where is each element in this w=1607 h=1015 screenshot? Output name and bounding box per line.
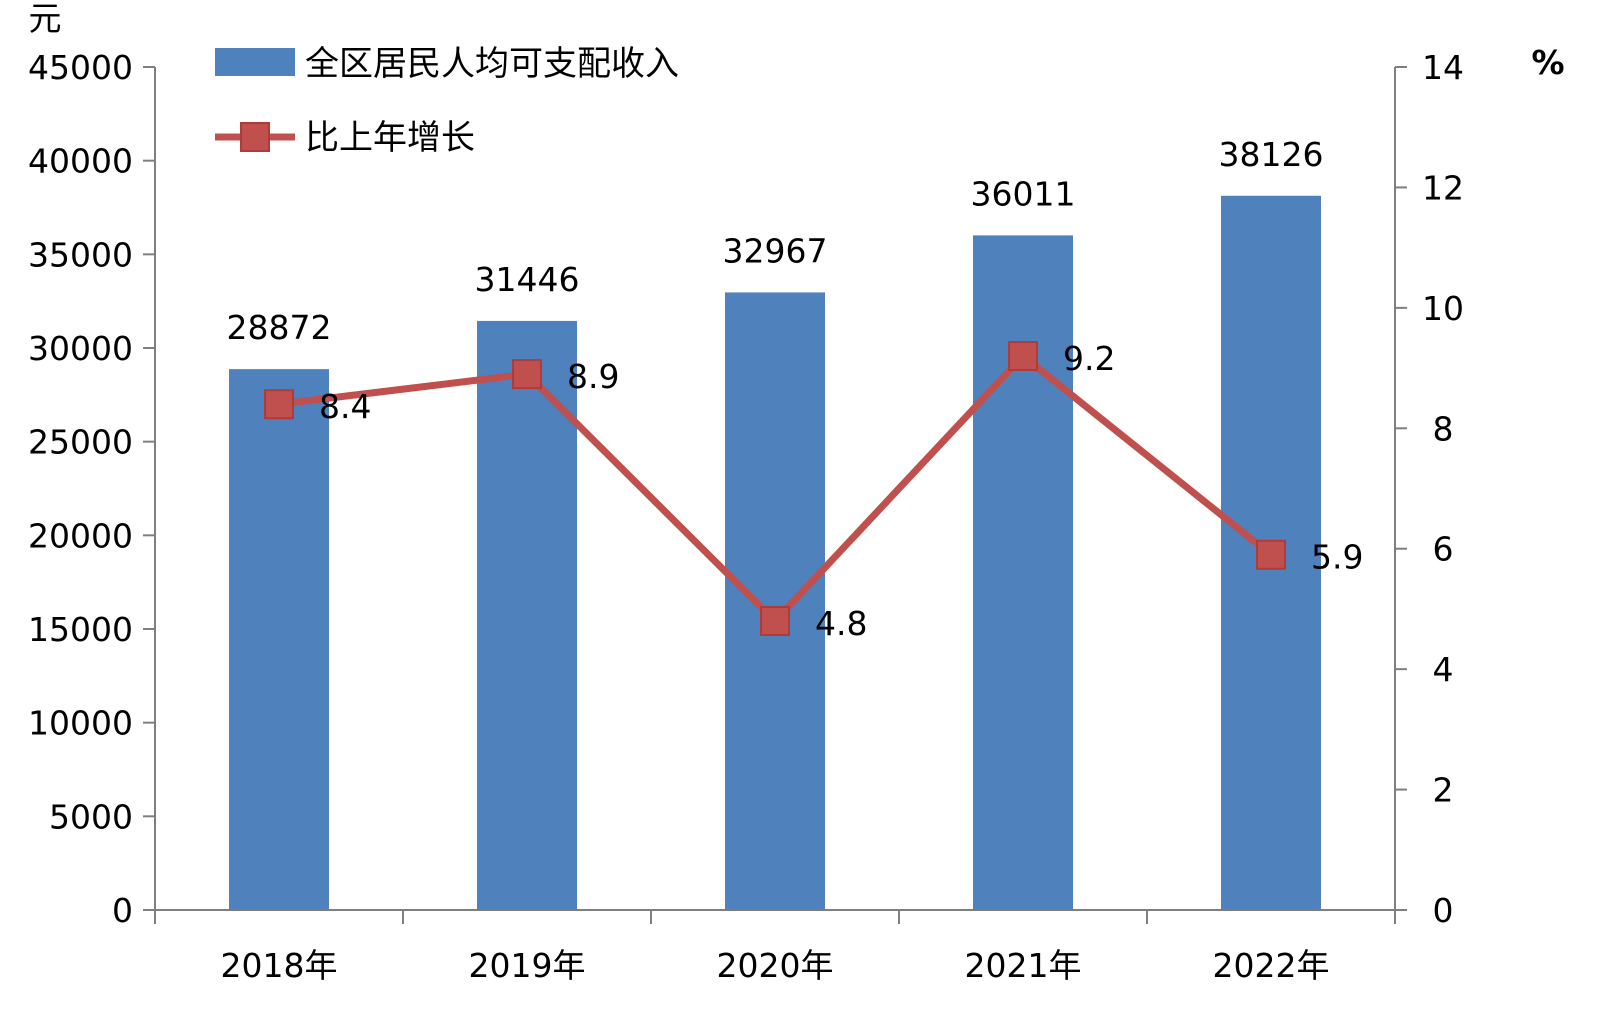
left-tick-label: 35000 [28,235,133,274]
line-point [760,605,790,636]
bar [229,369,329,910]
line-point [1008,341,1038,372]
right-tick-label: 0 [1433,891,1454,930]
line-point [1256,539,1286,570]
axes-layer: 0 5000 10000 15000 20000 25000 30000 35000 40000… [28,0,1565,985]
bar [973,235,1073,911]
x-tick-label: 2019年 [469,946,586,985]
line-value-label: 8.4 [319,387,371,426]
right-tick-label: 8 [1433,409,1454,448]
right-tick-label: 12 [1422,168,1464,207]
x-tick-label: 2021年 [965,946,1082,985]
left-tick-label: 40000 [28,142,133,181]
left-axis-unit: 元 [29,0,62,38]
line-value-label: 5.9 [1311,538,1363,577]
left-tick-label: 25000 [28,423,133,462]
legend-line-label: 比上年增长 [305,118,475,158]
left-tick-label: 45000 [28,48,133,87]
line-value-label: 4.8 [815,604,867,643]
left-tick-label: 30000 [28,329,133,368]
x-tick-label: 2020年 [717,946,834,985]
legend-bar-label: 全区居民人均可支配收入 [305,44,679,84]
legend-line-marker [240,122,270,152]
bar-value-label: 32967 [723,231,828,270]
line-value-label: 8.9 [567,357,619,396]
left-tick-label: 15000 [28,610,133,649]
bars-layer [229,195,1321,911]
bar-value-label: 36011 [971,174,1076,213]
bar [477,320,577,910]
bar [725,292,825,910]
labels-layer: 28872 31446 32967 36011 38126 8.4 8.9 4.8 9.2 5.9 [227,135,1364,643]
right-tick-label: 6 [1433,530,1454,569]
left-tick-label: 0 [112,891,133,930]
line-point [512,359,542,390]
line-layer [264,341,1286,636]
right-tick-label: 4 [1433,650,1454,689]
left-tick-label: 10000 [28,704,133,743]
x-tick-label: 2018年 [221,946,338,985]
right-tick-label: 2 [1433,771,1454,810]
bar-value-label: 31446 [475,260,580,299]
line-point [264,389,294,420]
line-value-label: 9.2 [1063,339,1115,378]
bar-value-label: 28872 [227,308,332,347]
left-tick-label: 20000 [28,516,133,555]
bar-value-label: 38126 [1219,135,1324,174]
right-tick-label: 10 [1422,289,1464,328]
legend-bar-swatch [215,48,295,76]
right-axis-unit: % [1531,43,1564,82]
right-tick-label: 14 [1422,48,1464,87]
x-tick-label: 2022年 [1213,946,1330,985]
left-tick-label: 5000 [49,797,133,836]
